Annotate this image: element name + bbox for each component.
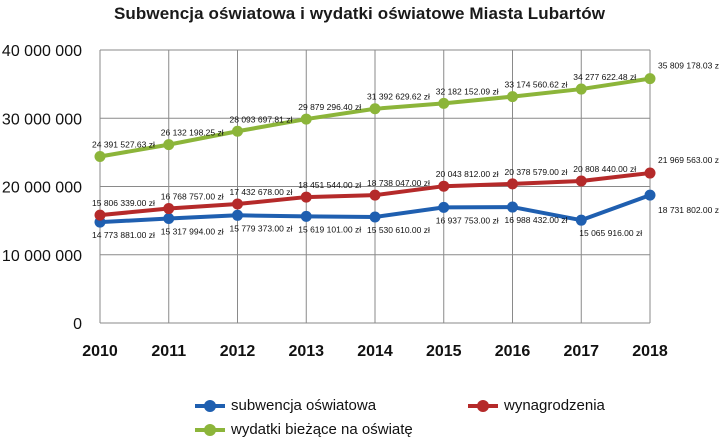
data-point [163, 212, 175, 224]
data-label: 15 317 994.00 zł [161, 226, 224, 236]
data-label-layer: 14 773 881.00 zł 15 317 994.00 zł 15 779 3… [92, 61, 719, 241]
data-label: 29 879 296.40 zł [298, 102, 361, 112]
x-tick-label: 2018 [632, 343, 668, 360]
axis-layer: 0 10 000 000 20 000 000 30 000 000 40 000 00… [2, 43, 668, 360]
data-label: 24 391 527.63 zł [92, 140, 155, 150]
y-tick-label: 40 000 000 [2, 43, 82, 60]
data-label: 18 738 047.00 zł [367, 178, 430, 188]
data-point [575, 83, 587, 95]
y-tick-label: 20 000 000 [2, 180, 82, 197]
y-tick-label: 0 [73, 316, 82, 333]
data-label: 26 132 198.25 zł [161, 128, 224, 138]
data-point [369, 211, 381, 223]
x-tick-label: 2011 [151, 343, 186, 360]
x-tick-label: 2013 [288, 343, 324, 360]
x-tick-label: 2016 [495, 343, 531, 360]
data-point [94, 209, 106, 221]
data-point [300, 113, 312, 125]
data-point [94, 151, 106, 163]
data-point [575, 214, 587, 226]
data-point [232, 209, 243, 221]
series-layer [94, 73, 656, 228]
data-label: 33 174 560.62 zł [505, 80, 568, 90]
grid-layer [99, 49, 651, 324]
data-label: 17 432 678.00 zł [230, 187, 293, 197]
data-point [507, 201, 518, 213]
chart-title: Subwencja oświatowa i wydatki oświatowe … [113, 4, 606, 23]
data-point [163, 203, 175, 215]
data-point [300, 210, 312, 222]
data-label: 18 731 802.00 zł [658, 205, 719, 215]
data-point [507, 178, 518, 190]
data-label: 28 093 697.81 zł [230, 114, 293, 124]
data-label: 16 768 757.00 zł [161, 192, 224, 202]
data-point [369, 103, 381, 115]
data-point [644, 189, 656, 201]
data-point [507, 91, 518, 103]
y-tick-label: 10 000 000 [2, 248, 82, 265]
data-point [438, 97, 450, 109]
x-tick-label: 2012 [220, 343, 256, 360]
x-tick-label: 2014 [357, 343, 393, 360]
data-point [438, 201, 450, 213]
data-label: 20 043 812.00 zł [436, 169, 499, 179]
data-label: 15 065 916.00 zł [579, 228, 642, 238]
data-label: 15 779 373.00 zł [230, 223, 293, 233]
data-point [575, 175, 587, 187]
data-label: 35 809 178.03 zł [658, 61, 719, 71]
data-label: 18 451 544.00 zł [298, 180, 361, 190]
data-point [232, 125, 243, 137]
data-point [300, 191, 312, 203]
data-label: 34 277 622.48 zł [573, 72, 636, 82]
x-tick-label: 2015 [426, 343, 462, 360]
data-point [644, 73, 656, 85]
data-label: 20 808 440.00 zł [573, 164, 636, 174]
data-label: 16 988 432.00 zł [505, 215, 568, 225]
data-point [232, 198, 243, 210]
y-tick-label: 30 000 000 [2, 111, 82, 128]
x-tick-label: 2017 [563, 343, 599, 360]
data-label: 16 937 753.00 zł [436, 215, 499, 225]
data-point [438, 180, 450, 192]
data-point [163, 139, 175, 151]
data-label: 15 806 339.00 zł [92, 198, 155, 208]
data-label: 14 773 881.00 zł [92, 230, 155, 240]
data-label: 15 530 610.00 zł [367, 225, 430, 235]
data-label: 20 378 579.00 zł [505, 167, 568, 177]
data-label: 21 969 563.00 zł [658, 155, 719, 165]
x-tick-label: 2010 [82, 343, 118, 360]
data-point [369, 189, 381, 201]
data-label: 32 182 152.09 zł [436, 86, 499, 96]
data-label: 31 392 629.62 zł [367, 92, 430, 102]
data-label: 15 619 101.00 zł [298, 224, 361, 234]
data-point [644, 167, 656, 179]
